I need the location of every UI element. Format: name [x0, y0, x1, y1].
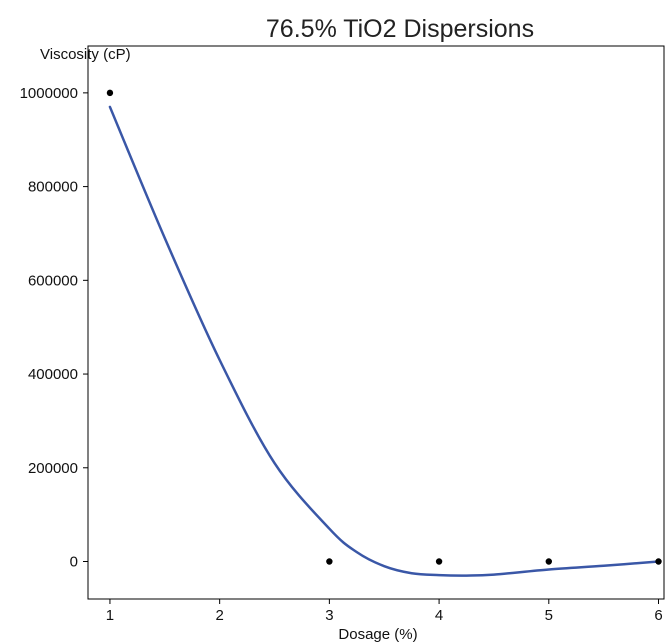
- data-points-layer: [106, 89, 662, 565]
- x-tick-label-1: 2: [215, 607, 223, 624]
- data-point-1: [326, 558, 333, 565]
- y-tick-label-5: 1000000: [20, 85, 78, 102]
- chart-title: 76.5% TiO2 Dispersions: [266, 15, 534, 43]
- y-axis-label: Viscosity (cP): [40, 46, 131, 63]
- x-tick-label-3: 4: [435, 607, 443, 624]
- plot-frame: [87, 45, 665, 600]
- y-tick-label-1: 200000: [28, 460, 78, 477]
- x-axis-label: Dosage (%): [338, 626, 417, 643]
- y-tick-label-4: 800000: [28, 179, 78, 196]
- fit-line: [108, 105, 660, 577]
- y-tick-label-3: 600000: [28, 272, 78, 289]
- x-axis-ticks: 1 2 3 4 5 6: [106, 599, 663, 624]
- x-tick-label-0: 1: [106, 607, 114, 624]
- fit-line-layer: [108, 105, 660, 577]
- data-point-4: [655, 558, 662, 565]
- y-tick-label-2: 400000: [28, 366, 78, 383]
- x-tick-label-2: 3: [325, 607, 333, 624]
- data-point-0: [106, 89, 114, 97]
- x-tick-label-4: 5: [545, 607, 553, 624]
- y-tick-label-0: 0: [70, 554, 78, 571]
- x-tick-label-5: 6: [654, 607, 662, 624]
- y-axis-ticks: 0 200000 400000 600000 800000 1000000: [20, 85, 88, 571]
- data-point-2: [435, 558, 443, 565]
- data-point-3: [545, 558, 552, 565]
